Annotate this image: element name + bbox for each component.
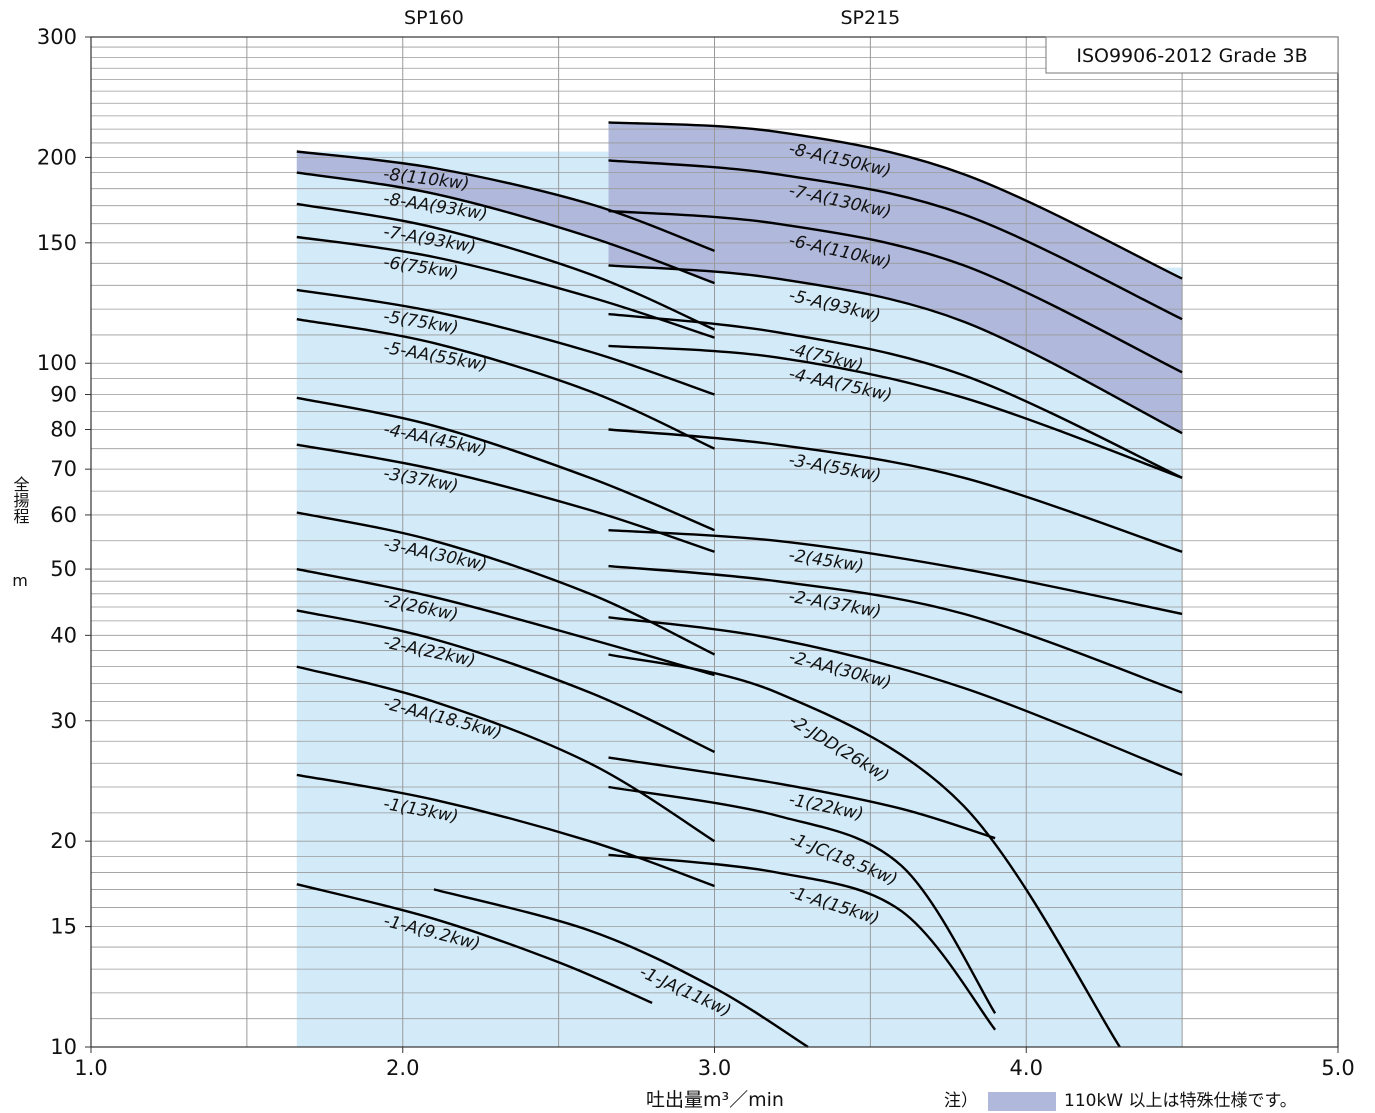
y-tick-label: 200	[37, 145, 77, 169]
curve-7-a-93kw	[296, 202, 715, 331]
x-tick-label: 2.0	[386, 1056, 419, 1080]
curve-8-aa-93kw	[296, 171, 715, 285]
curve-1-a-15kw	[608, 853, 997, 1031]
y-tick-label: 150	[37, 231, 77, 255]
standard-label: ISO9906-2012 Grade 3B	[1076, 45, 1307, 67]
curve-5-75kw	[296, 288, 715, 396]
x-tick-label: 3.0	[698, 1056, 731, 1080]
y-tick-label: 10	[50, 1035, 77, 1059]
curve-1-13kw	[296, 773, 715, 888]
curve-1-a-9.2kw	[296, 883, 653, 1005]
curve-8-a-150kw	[608, 121, 1183, 280]
x-axis-title: 吐出量m³／min	[646, 1089, 784, 1111]
curve-7-a-130kw	[608, 159, 1183, 321]
curve-1-22kw	[608, 756, 996, 840]
group-title-sp215: SP215	[840, 7, 900, 29]
curve-5-aa-55kw	[296, 318, 716, 450]
curve-2-aa-18.5kw	[296, 665, 716, 843]
note-text: 110kW 以上は特殊仕様です。	[1064, 1091, 1297, 1111]
curve-1-jc-18.5kw	[608, 785, 997, 1014]
sp160-special-range	[296, 151, 715, 284]
group-title-sp160: SP160	[404, 7, 464, 29]
y-tick-label: 30	[50, 709, 77, 733]
curve-4-75kw	[608, 312, 1183, 479]
curve-1-ja-11kw	[433, 888, 809, 1049]
performance-curves	[296, 121, 1183, 1049]
y-tick-label: 90	[50, 383, 77, 407]
x-tick-label: 4.0	[1010, 1056, 1043, 1080]
curve-2-a-37kw	[608, 564, 1183, 694]
curve-2-45kw	[608, 529, 1183, 616]
x-tick-label: 1.0	[74, 1056, 107, 1080]
curve-2-26kw	[296, 567, 715, 677]
curve-2-jdd-26kw	[608, 653, 1121, 1048]
y-tick-label: 40	[50, 623, 77, 647]
y-axis-unit: m	[12, 571, 28, 590]
y-tick-label: 100	[37, 351, 77, 375]
curve-2-aa-30kw	[608, 616, 1183, 777]
y-tick-label: 15	[50, 915, 77, 939]
y-tick-label: 60	[50, 503, 77, 527]
note-prefix: 注）	[944, 1091, 978, 1111]
y-tick-label: 50	[50, 557, 77, 581]
curve-8-110kw	[296, 150, 715, 253]
curve-5-a-93kw	[608, 264, 1183, 435]
y-tick-label: 300	[37, 25, 77, 49]
legend-note: 注） 110kW 以上は特殊仕様です。	[944, 1091, 1297, 1111]
x-tick-label: 5.0	[1321, 1056, 1354, 1080]
standard-box: ISO9906-2012 Grade 3B	[1045, 36, 1339, 74]
curve-2-a-22kw	[296, 609, 716, 754]
legend-swatch-special	[988, 1092, 1056, 1111]
y-tick-label: 20	[50, 829, 77, 853]
axes: 1.0 2.0 3.0 4.0 5.0 10 15 20 30 40 50 60 70 80 90 100 15…	[37, 25, 1355, 1080]
curve-3-aa-30kw	[296, 511, 716, 656]
curve-4-aa-45kw	[296, 396, 715, 532]
y-tick-label: 70	[50, 457, 77, 481]
y-axis-title: 全揚程	[11, 476, 30, 524]
grid	[91, 37, 1338, 1047]
curve-3-a-55kw	[608, 428, 1183, 553]
curve-4-aa-75kw	[608, 344, 1183, 479]
curve-6-a-110kw	[608, 209, 1183, 374]
y-tick-label: 80	[50, 418, 77, 442]
